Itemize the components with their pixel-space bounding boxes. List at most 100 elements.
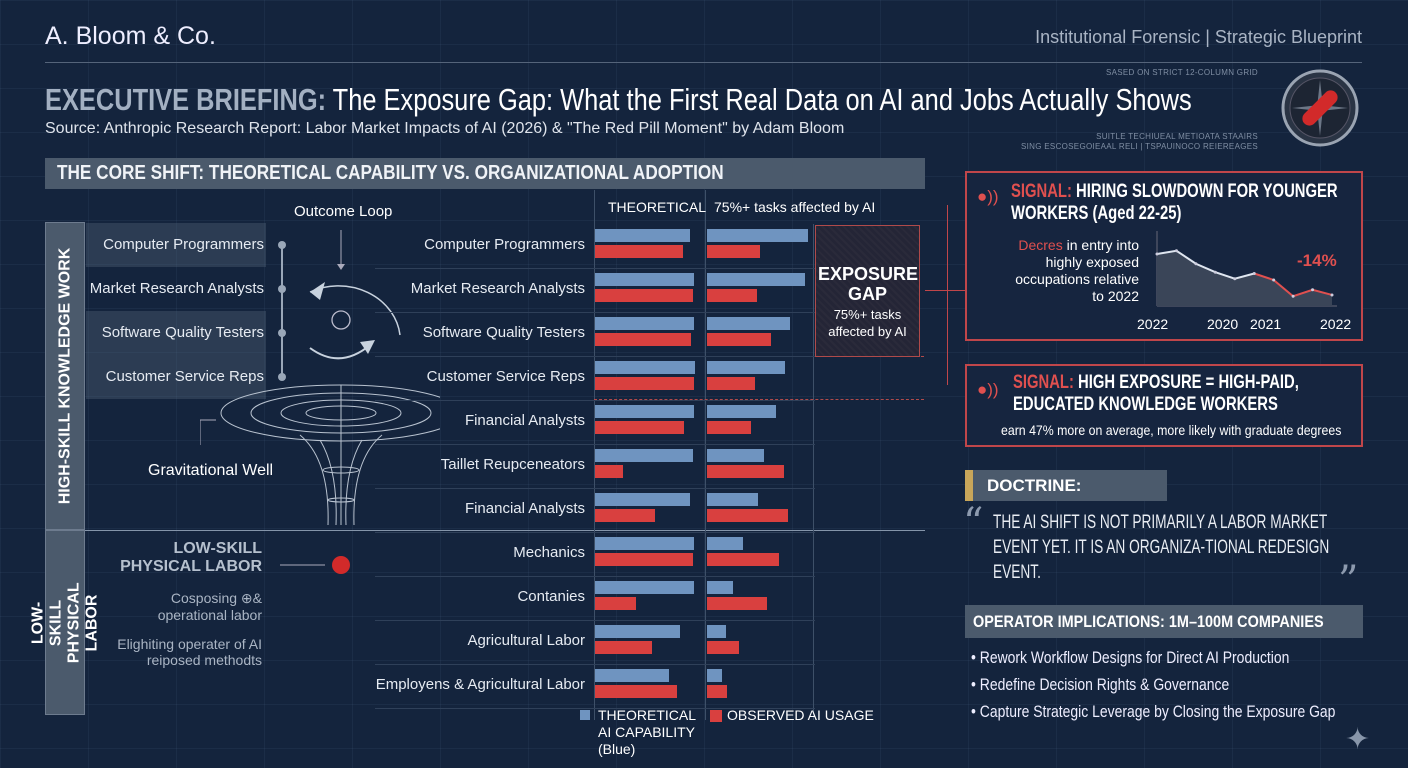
theoretical-bar xyxy=(595,537,694,550)
theoretical-bar xyxy=(595,229,690,242)
doctrine-label: DOCTRINE: xyxy=(965,470,1167,501)
core-shift-banner: THE CORE SHIFT: THEORETICAL CAPABILITY V… xyxy=(45,158,925,189)
observed-bar xyxy=(707,597,767,610)
category-label: Employens & Agricultural Labor xyxy=(375,676,585,693)
observed-bar xyxy=(595,289,693,302)
line-point xyxy=(1233,277,1237,281)
quote-open-icon: “ xyxy=(963,500,984,546)
theoretical-bar xyxy=(707,669,722,682)
quote-close-icon: ” xyxy=(1338,558,1359,604)
row-divider xyxy=(375,356,815,357)
legend-observed: OBSERVED AI USAGE xyxy=(727,707,874,723)
signal-icon: ●)) xyxy=(977,380,999,399)
category-label: Software Quality Testers xyxy=(422,324,585,341)
x-tick: 2021 xyxy=(1250,316,1282,332)
theoretical-bar xyxy=(595,317,694,330)
row-divider xyxy=(375,268,815,269)
observed-bar xyxy=(595,245,684,258)
line-point xyxy=(1155,252,1159,256)
line-point xyxy=(1174,249,1178,253)
signal-title: SIGNAL: HIGH EXPOSURE = HIGH-PAID, EDUCA… xyxy=(1013,372,1299,415)
line-point xyxy=(1291,294,1295,298)
signal-icon: ●)) xyxy=(977,187,999,206)
theoretical-bar xyxy=(595,625,681,638)
observed-bar xyxy=(595,421,685,434)
page-title: EXECUTIVE BRIEFING: The Exposure Gap: Wh… xyxy=(45,82,1192,117)
theoretical-bar xyxy=(707,273,805,286)
signal-title: SIGNAL: HIRING SLOWDOWN FOR YOUNGER WORK… xyxy=(1011,181,1338,224)
observed-bar xyxy=(707,333,772,346)
gravitational-well-label: Gravitational Well xyxy=(148,462,274,479)
observed-bar xyxy=(595,377,694,390)
observed-bar xyxy=(595,509,655,522)
row-divider xyxy=(375,312,815,313)
observed-bar xyxy=(595,685,677,698)
outcome-loop-label: Outcome Loop xyxy=(294,203,393,220)
doctrine-quote: THE AI SHIFT IS NOT PRIMARILY A LABOR MA… xyxy=(993,512,1330,583)
sparkle-icon: ✦ xyxy=(1345,723,1371,756)
observed-bar xyxy=(707,289,758,302)
theoretical-bar xyxy=(707,581,734,594)
column-header-observed: 75%+ tasks affected by AI xyxy=(714,199,876,215)
operator-banner: OPERATOR IMPLICATIONS: 1M–100M COMPANIES xyxy=(965,605,1363,638)
signal-description: earn 47% more on average, more likely wi… xyxy=(1001,422,1342,438)
red-pill-compass-icon xyxy=(1281,69,1359,147)
legend-swatch-red xyxy=(710,710,722,722)
theoretical-bar xyxy=(707,317,790,330)
theoretical-bar xyxy=(595,449,693,462)
connector xyxy=(947,205,948,385)
callout-14pct: -14% xyxy=(1297,251,1337,270)
line-white xyxy=(1156,249,1255,280)
meta-note: SUITLE TECHIUEAL METIOATA STAAIRS xyxy=(1096,132,1258,141)
line-point xyxy=(1194,262,1198,266)
hiring-line-chart xyxy=(1155,231,1337,307)
x-tick: 2022 xyxy=(1137,316,1169,332)
signal-hiring-slowdown: ●)) SIGNAL: HIRING SLOWDOWN FOR YOUNGER … xyxy=(965,171,1363,341)
tagline: Institutional Forensic | Strategic Bluep… xyxy=(1035,27,1362,47)
observed-bar xyxy=(595,641,652,654)
left-label: Market Research Analysts xyxy=(89,280,264,297)
operator-item: • Capture Strategic Leverage by Closing … xyxy=(971,702,1336,721)
theoretical-bar xyxy=(707,405,777,418)
category-label: Mechanics xyxy=(513,544,585,561)
category-label: Computer Programmers xyxy=(424,236,585,253)
row-divider xyxy=(375,444,815,445)
left-label: Software Quality Testers xyxy=(86,311,266,355)
section-divider xyxy=(85,530,925,531)
line-point xyxy=(1330,293,1334,297)
theoretical-bar xyxy=(707,449,764,462)
row-divider xyxy=(375,620,815,621)
left-label: Computer Programmers xyxy=(86,223,266,267)
brand: A. Bloom & Co. xyxy=(45,22,216,50)
exposure-gap-annotation: EXPOSURE GAP 75%+ tasks affected by AI xyxy=(815,225,920,357)
theoretical-bar xyxy=(707,625,726,638)
category-label: Financial Analysts xyxy=(464,500,585,517)
legend-swatch-blue xyxy=(580,710,590,720)
line-point xyxy=(1311,288,1315,292)
low-item: Elighiting operater of AI reiposed metho… xyxy=(117,636,262,668)
source-line: Source: Anthropic Research Report: Labor… xyxy=(45,120,845,137)
x-tick: 2020 xyxy=(1207,316,1239,332)
observed-bar xyxy=(707,553,780,566)
observed-bar xyxy=(595,333,691,346)
low-item: Cosposing ⊕& operational labor xyxy=(157,590,262,623)
observed-bar xyxy=(707,685,727,698)
theoretical-bar xyxy=(595,361,695,374)
category-label: Customer Service Reps xyxy=(426,368,585,385)
band-high-skill: HIGH-SKILL KNOWLEDGE WORK xyxy=(45,222,85,530)
funnel-diagram xyxy=(200,230,440,574)
operator-item: • Rework Workflow Designs for Direct AI … xyxy=(971,648,1290,667)
row-divider xyxy=(375,488,815,489)
band-low-skill: LOW-SKILL PHYSICAL LABOR xyxy=(29,530,100,715)
row-divider xyxy=(375,708,815,709)
observed-bar xyxy=(595,465,624,478)
signal-high-exposure: ●)) SIGNAL: HIGH EXPOSURE = HIGH-PAID, E… xyxy=(965,364,1363,447)
theoretical-bar xyxy=(707,361,785,374)
theoretical-bar xyxy=(595,581,694,594)
line-point xyxy=(1272,278,1276,282)
grid-note: SASED ON STRICT 12-COLUMN GRID xyxy=(1106,68,1258,77)
observed-bar xyxy=(707,245,760,258)
row-divider xyxy=(375,576,815,577)
theoretical-bar xyxy=(595,493,690,506)
